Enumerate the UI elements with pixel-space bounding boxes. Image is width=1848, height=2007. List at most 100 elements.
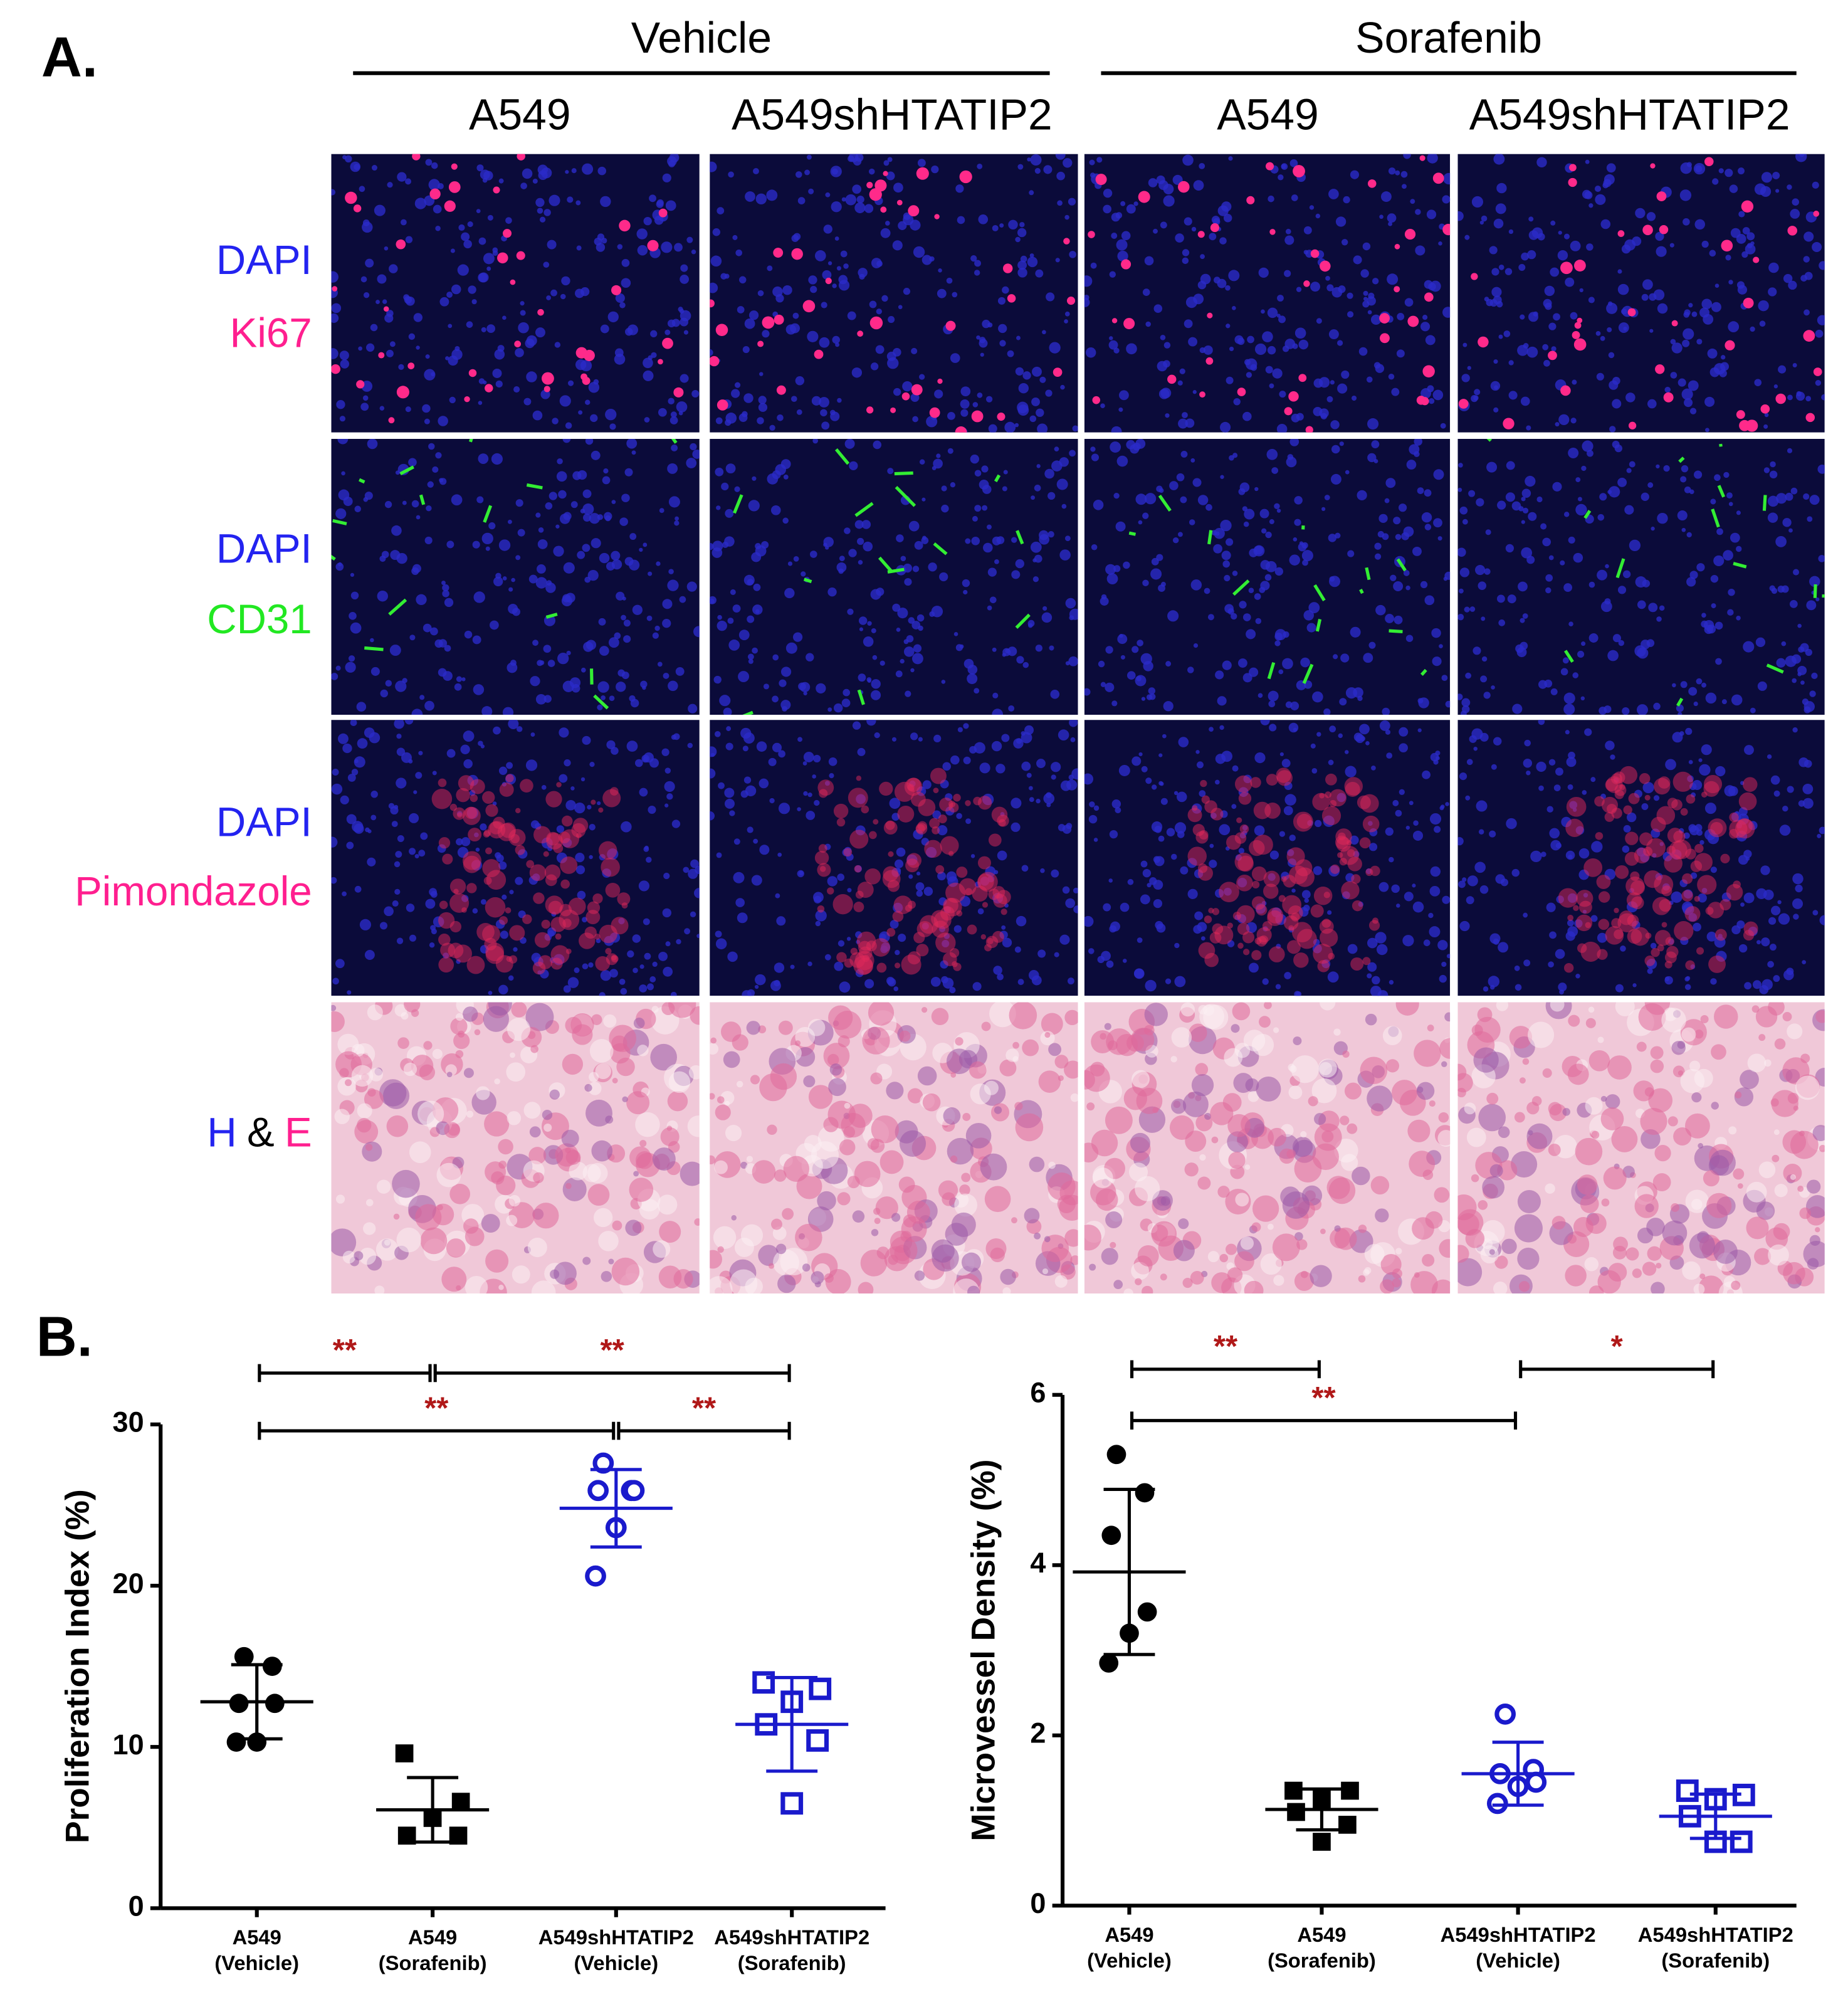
stain-spot [866,406,874,414]
nucleus [917,159,926,167]
hypoxia-spot [836,818,846,827]
nucleus [468,285,476,294]
nucleus [680,310,691,322]
hypoxia-spot [1598,919,1610,930]
nucleus [1425,335,1436,345]
nucleus [806,653,814,661]
tissue-blob [1131,1070,1150,1088]
nucleus [1211,216,1221,224]
tissue-blob [1358,1225,1367,1233]
tissue-blob [506,1214,518,1226]
nucleus [1500,878,1509,887]
nucleus [1711,302,1721,312]
nucleus [1017,228,1027,238]
nucleus [690,443,697,451]
tissue-blob [1170,1056,1177,1063]
tissue-blob [569,1161,588,1181]
nucleus [1064,319,1068,324]
nucleus [1385,478,1396,488]
tissue-blob [386,1115,409,1137]
tissue-blob [1642,1262,1657,1276]
tissue-blob [496,1176,516,1196]
hypoxia-spot [1263,870,1280,887]
nucleus [916,890,923,897]
nucleus [1371,766,1376,771]
nucleus [893,182,903,193]
nucleus [718,782,725,789]
tissue-blob [955,1037,963,1046]
nucleus [1388,221,1393,226]
hypoxia-spot [953,962,962,971]
nucleus [1238,848,1245,854]
tissue-blob [1746,1216,1769,1240]
nucleus [1051,774,1056,780]
nucleus [1325,275,1330,281]
tissue-blob [962,1113,971,1121]
nucleus [1289,159,1298,167]
nucleus [1175,233,1184,243]
nucleus [1402,935,1414,947]
nucleus [1699,307,1710,318]
tissue-blob [752,1160,776,1184]
tissue-blob [1551,1216,1566,1230]
nucleus [1040,868,1045,873]
nucleus [663,872,670,880]
nucleus [1176,473,1185,482]
nucleus [1545,302,1552,310]
significance-label: ** [692,1391,717,1425]
tissue-blob [476,1086,490,1100]
tissue-blob [1395,1248,1402,1255]
nucleus [442,590,449,598]
nucleus [1795,391,1805,401]
nucleus [1721,699,1727,705]
tissue-blob [626,1091,650,1115]
stain-spot [1305,426,1313,433]
nucleus [1526,770,1531,776]
nucleus [639,964,644,969]
tissue-blob [1131,1262,1149,1280]
nucleus [384,313,394,323]
nucleus [1802,960,1807,964]
nucleus [1326,396,1333,403]
nucleus [1395,809,1402,817]
nucleus [819,397,829,408]
hypoxia-spot [1359,837,1371,849]
nucleus [1483,692,1491,699]
tissue-blob [1703,1170,1719,1187]
tissue-blob [1615,1002,1635,1016]
tissue-blob [1182,1091,1209,1117]
nucleus [1505,492,1515,502]
nucleus [397,172,407,182]
hypoxia-spot [1313,944,1333,964]
nucleus [1173,791,1179,796]
nucleus [955,184,964,193]
nucleus [1019,222,1025,228]
nucleus [1063,158,1073,168]
tissue-blob [417,1100,444,1127]
tissue-blob [1597,1270,1621,1294]
tissue-blob [1182,1278,1193,1288]
nucleus [1787,184,1792,190]
nucleus [1248,587,1254,594]
nucleus [405,178,412,185]
nucleus [1429,886,1441,897]
nucleus [1126,204,1136,214]
hypoxia-spot [1654,930,1671,946]
nucleus [1382,707,1390,715]
stain-spot [874,179,887,192]
hypoxia-spot [1666,845,1676,855]
nucleus [1562,657,1569,664]
nucleus [1521,520,1525,524]
nucleus [848,549,857,557]
tissue-blob [635,1112,660,1137]
tissue-blob [1518,1281,1530,1292]
stain-spot [1432,172,1444,184]
nucleus [559,395,571,407]
tissue-blob [523,1102,541,1119]
tissue-blob [1358,1275,1366,1283]
micrograph-bg [710,438,1078,715]
nucleus [1049,645,1054,651]
hypoxia-spot [953,794,961,802]
tissue-blob [668,1071,691,1093]
nucleus [1056,171,1065,181]
